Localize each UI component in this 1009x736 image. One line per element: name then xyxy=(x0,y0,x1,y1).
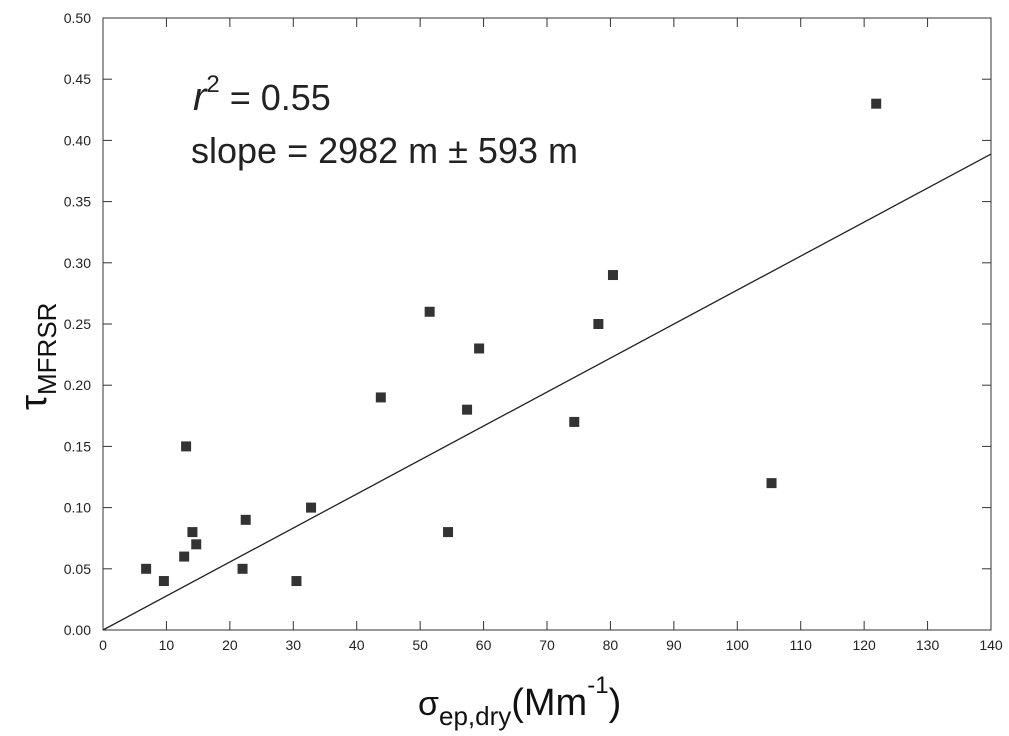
data-point xyxy=(375,392,386,403)
data-points xyxy=(141,98,882,587)
y-tick-label: 0.30 xyxy=(64,255,91,271)
y-tick-label: 0.45 xyxy=(64,71,91,87)
data-point xyxy=(462,404,473,415)
x-tick-label: 0 xyxy=(99,637,107,653)
data-point xyxy=(141,563,152,574)
data-point xyxy=(871,98,882,109)
x-axis-title-subscript: ep,dry xyxy=(439,701,511,731)
data-point xyxy=(181,441,192,452)
x-tick-label: 70 xyxy=(539,637,555,653)
data-point xyxy=(443,527,454,538)
y-tick-label: 0.05 xyxy=(64,561,91,577)
x-tick-label: 140 xyxy=(979,637,1003,653)
y-tick-label: 0.40 xyxy=(64,132,91,148)
r-superscript: 2 xyxy=(206,71,219,98)
data-point xyxy=(179,551,190,562)
x-axis-title-unit-close: ) xyxy=(609,682,622,724)
data-point xyxy=(569,416,580,427)
y-axis-title: τMFRSR xyxy=(13,303,62,410)
data-point xyxy=(237,563,248,574)
y-tick-label: 0.20 xyxy=(64,377,91,393)
x-axis-title-unit-sup: -1 xyxy=(587,672,608,699)
data-point xyxy=(474,343,485,354)
x-tick-label: 30 xyxy=(285,637,301,653)
data-point xyxy=(306,502,317,513)
x-tick-label: 90 xyxy=(666,637,682,653)
x-axis-title-unit: (Mm xyxy=(511,682,587,724)
y-tick-label: 0.50 xyxy=(64,10,91,26)
data-point xyxy=(187,527,198,538)
r-squared-annotation: r2 = 0.55 xyxy=(193,71,331,119)
x-axis-title-symbol: σ xyxy=(418,685,439,723)
y-tick-label: 0.00 xyxy=(64,622,91,638)
y-tick-label: 0.25 xyxy=(64,316,91,332)
y-axis-ticks: 0.00 0.05 0.10 0.15 0.20 0.25 0.30 0.35 0.40 0.45… xyxy=(64,10,991,638)
regression-line xyxy=(102,153,992,631)
x-tick-label: 50 xyxy=(412,637,428,653)
x-axis-title: σep,dry(Mm-1) xyxy=(418,672,621,731)
x-tick-label: 10 xyxy=(159,637,175,653)
data-point xyxy=(158,576,169,587)
y-tick-label: 0.15 xyxy=(64,438,91,454)
data-point xyxy=(766,478,777,489)
x-tick-label: 130 xyxy=(916,637,940,653)
y-axis-title-symbol: τ xyxy=(13,395,55,410)
x-axis-ticks: 0 10 20 30 40 50 60 70 80 90 100 110 120 130 140 xyxy=(99,18,1003,653)
x-tick-label: 80 xyxy=(603,637,619,653)
data-point xyxy=(593,319,604,329)
r-symbol: r xyxy=(193,75,208,119)
data-point xyxy=(291,576,302,587)
y-tick-label: 0.35 xyxy=(64,194,91,210)
x-tick-label: 20 xyxy=(222,637,238,653)
x-tick-label: 40 xyxy=(349,637,365,653)
x-tick-label: 110 xyxy=(790,637,813,653)
data-point xyxy=(191,539,202,550)
x-tick-label: 60 xyxy=(476,637,492,653)
x-tick-label: 120 xyxy=(852,637,876,653)
slope-annotation: slope = 2982 m ± 593 m xyxy=(191,130,578,171)
x-tick-label: 100 xyxy=(726,637,750,653)
data-point xyxy=(240,514,251,525)
y-tick-label: 0.10 xyxy=(64,500,91,516)
y-axis-title-subscript: MFRSR xyxy=(32,303,62,395)
data-point xyxy=(607,270,618,281)
r-squared-value: = 0.55 xyxy=(220,77,331,118)
data-point xyxy=(424,306,435,317)
